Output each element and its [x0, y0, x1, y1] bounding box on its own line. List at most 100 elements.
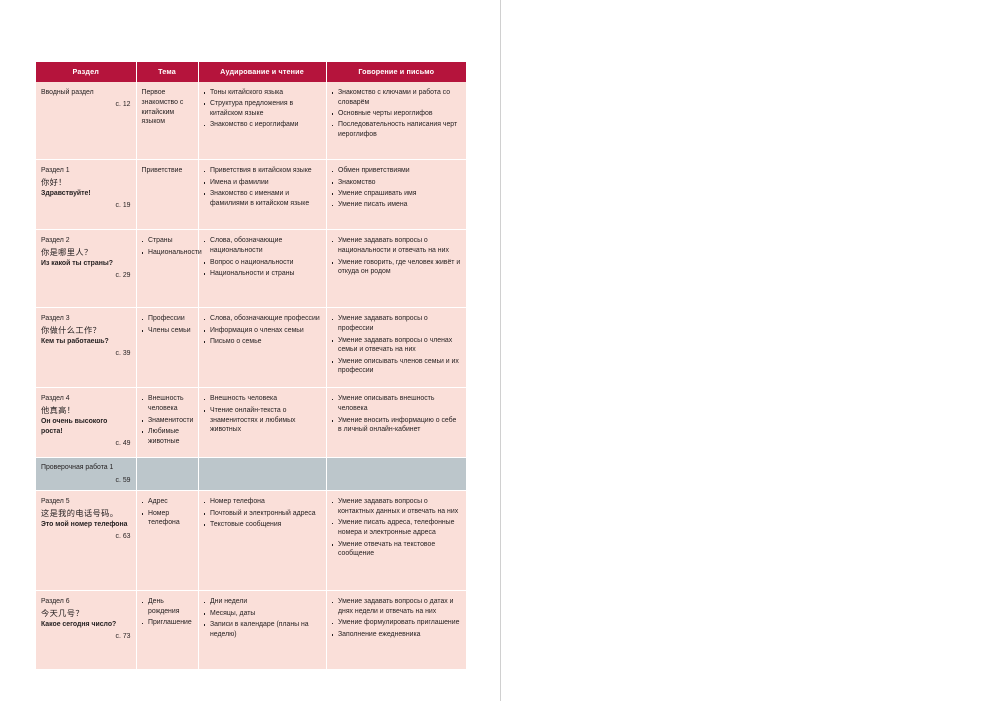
unit-chinese-title: 你是哪里人？ — [41, 246, 93, 257]
list-item: Месяцы, даты — [203, 609, 321, 619]
contents-body-left: Вводный раздел с. 12 Первое знакомство с к… — [36, 81, 466, 669]
cell-speaking-writing — [325, 457, 466, 492]
list-item: Умение формулировать приглашение — [331, 618, 462, 628]
unit-page-number: с. 59 — [115, 476, 131, 484]
left-page: Раздел Тема Аудирование и чтение Говорен… — [0, 0, 500, 701]
topic-list: Страны Национальности — [141, 236, 202, 258]
list-item: Записи в календаре (планы на неделю) — [203, 620, 321, 640]
speaking-writing-list: Умение задавать вопросы о национальности… — [331, 236, 462, 278]
list-item: Чтение онлайн-текста о знаменитостях и л… — [203, 406, 321, 435]
unit-chinese-title: 这是我的电话号码。 — [41, 507, 119, 518]
unit-title: Раздел 3 — [41, 315, 70, 323]
unit-title: Раздел 6 — [41, 598, 70, 606]
listening-reading-list: Номер телефона Почтовый и электронный адр… — [203, 497, 321, 530]
cell-topic: День рождения Приглашение — [135, 590, 199, 669]
speaking-writing-list: Умение задавать вопросы о профессии Умени… — [331, 314, 462, 376]
listening-reading-list: Тоны китайского языка Структура предложен… — [203, 88, 321, 130]
cell-topic: Внешность человека Знаменитости Любимые жи… — [135, 387, 199, 459]
unit-title: Раздел 5 — [41, 498, 70, 506]
unit-translation: Здравствуйте! — [41, 189, 91, 197]
cell-listening-reading: Тоны китайского языка Структура предложен… — [197, 81, 327, 161]
list-item: Основные черты иероглифов — [331, 109, 462, 119]
list-item: Национальности и страны — [203, 269, 321, 279]
listening-reading-list: Дни недели Месяцы, даты Записи в календаре… — [203, 597, 321, 640]
cell-topic: Профессии Члены семьи — [135, 307, 199, 389]
cell-listening-reading — [197, 457, 327, 492]
cell-unit: Раздел 3 你做什么工作？ Кем ты работаешь? с. 39 — [36, 307, 137, 389]
speaking-writing-list: Умение описывать внешность человека Умени… — [331, 394, 462, 435]
table-row: Раздел 5 这是我的电话号码。 Это мой номер телефона с… — [36, 490, 466, 592]
unit-title: Раздел 4 — [41, 395, 70, 403]
unit-translation: Это мой номер телефона — [41, 520, 128, 528]
table-row: Раздел 2 你是哪里人？ Из какой ты страны? с. 29 Ст… — [36, 229, 466, 309]
cell-listening-reading: Дни недели Месяцы, даты Записи в календаре… — [197, 590, 327, 669]
column-header-listening-reading: Аудирование и чтение — [197, 62, 327, 82]
table-row: Вводный раздел с. 12 Первое знакомство с к… — [36, 81, 466, 161]
table-row: Раздел 6 今天几号？ Какое сегодня число? с. 73 Де… — [36, 590, 466, 669]
cell-speaking-writing: Умение задавать вопросы о профессии Умени… — [325, 307, 466, 389]
cell-speaking-writing: Знакомство с ключами и работа со словарё… — [325, 81, 466, 161]
table-row: Раздел 3 你做什么工作？ Кем ты работаешь? с. 39 Про… — [36, 307, 466, 389]
list-item: Номер телефона — [141, 509, 193, 529]
unit-title: Вводный раздел — [41, 88, 94, 96]
list-item: Почтовый и электронный адреса — [203, 509, 321, 519]
cell-unit: Раздел 2 你是哪里人？ Из какой ты страны? с. 29 — [36, 229, 137, 309]
list-item: Адрес — [141, 497, 193, 507]
list-item: Страны — [141, 236, 193, 246]
cell-speaking-writing: Умение задавать вопросы о контактных дан… — [325, 490, 466, 592]
list-item: Информация о членах семьи — [203, 326, 321, 336]
cell-listening-reading: Слова, обозначающие профессии Информация … — [197, 307, 327, 389]
unit-translation: Какое сегодня число? — [41, 620, 117, 628]
list-item: Профессии — [141, 314, 193, 324]
cell-topic: Страны Национальности — [135, 229, 202, 309]
contents-table-left: Раздел Тема Аудирование и чтение Говорен… — [36, 62, 466, 669]
list-item: Национальности — [141, 248, 202, 258]
topic-list: Профессии Члены семьи — [141, 314, 193, 335]
unit-page-number: с. 29 — [115, 272, 131, 280]
table-row: Раздел 1 你好！ Здравствуйте! с. 19 Приветствие… — [36, 159, 466, 231]
list-item: Знакомство — [331, 178, 462, 188]
cell-unit: Раздел 6 今天几号？ Какое сегодня число? с. 73 — [36, 590, 137, 669]
list-item: Умение говорить, где человек живёт и отк… — [331, 258, 462, 278]
unit-page-number: с. 39 — [115, 350, 131, 358]
topic-list: День рождения Приглашение — [141, 597, 193, 628]
unit-page-number: с. 49 — [115, 440, 131, 448]
speaking-writing-list: Умение задавать вопросы о контактных дан… — [331, 497, 462, 559]
right-page: Грамматика и лексика Фонетика О Китае Ие… — [501, 0, 1001, 701]
column-header-razdel: Раздел — [36, 62, 137, 82]
list-item: Умение писать имена — [331, 200, 462, 210]
unit-title: Проверочная работа 1 — [41, 464, 114, 472]
cell-topic: Адрес Номер телефона — [135, 490, 199, 592]
unit-page-number: с. 73 — [115, 632, 131, 640]
list-item: Умение спрашивать имя — [331, 189, 462, 199]
table-row: Раздел 4 他真高！ Он очень высокого роста! с. 4… — [36, 387, 466, 459]
test-row: Проверочная работа 1 с. 59 — [36, 457, 466, 492]
column-header-tema: Тема — [135, 62, 199, 82]
list-item: Умение задавать вопросы о профессии — [331, 314, 462, 334]
list-item: Умение описывать внешность человека — [331, 394, 462, 414]
list-item: Структура предложения в китайском языке — [203, 99, 321, 119]
list-item: Слова, обозначающие профессии — [203, 314, 321, 324]
unit-page-number: с. 63 — [115, 532, 131, 540]
topic-list: Внешность человека Знаменитости Любимые жи… — [141, 394, 193, 446]
cell-speaking-writing: Умение задавать вопросы о датах и днях н… — [325, 590, 466, 669]
topic-list: Адрес Номер телефона — [141, 497, 193, 529]
list-item: Умение задавать вопросы о национальности… — [331, 236, 462, 256]
list-item: Последовательность написания черт иерогл… — [331, 120, 462, 140]
speaking-writing-list: Обмен приветствиями Знакомство Умение спра… — [331, 166, 462, 210]
unit-chinese-title: 你好！ — [41, 176, 67, 187]
list-item: Текстовые сообщения — [203, 520, 321, 530]
cell-speaking-writing: Умение задавать вопросы о национальности… — [325, 229, 466, 309]
cell-topic: Приветствие — [135, 159, 199, 231]
cell-listening-reading: Номер телефона Почтовый и электронный адр… — [197, 490, 327, 592]
unit-translation: Из какой ты страны? — [41, 259, 113, 267]
cell-topic: Первое знакомство с китайским языком — [135, 81, 199, 161]
listening-reading-list: Приветствия в китайском языке Имена и фам… — [203, 166, 321, 208]
cell-unit: Вводный раздел с. 12 — [36, 81, 137, 161]
unit-chinese-title: 今天几号？ — [41, 607, 84, 618]
list-item: Умение писать адреса, телефонные номера … — [331, 518, 462, 538]
unit-page-number: с. 12 — [115, 101, 131, 109]
list-item: Дни недели — [203, 597, 321, 607]
column-header-speaking-writing: Говорение и письмо — [325, 62, 466, 82]
list-item: Знаменитости — [141, 416, 193, 426]
